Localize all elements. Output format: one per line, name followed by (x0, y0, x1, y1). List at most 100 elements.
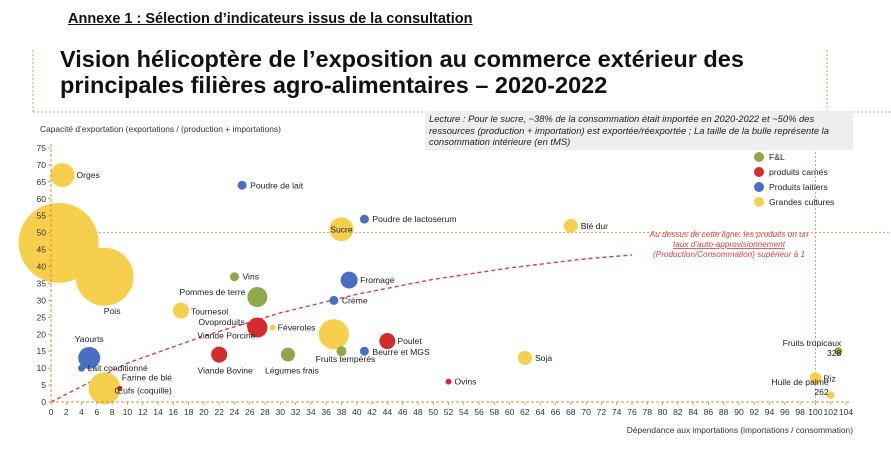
bubble-vins (229, 272, 239, 282)
x-tick-label: 84 (688, 407, 698, 417)
trend-layer: Au dessus de cette ligne, les produits o… (50, 230, 809, 403)
bubble-orges (50, 163, 75, 188)
point-label: Ovoproduits (198, 317, 244, 327)
point-label: Viande Bovine (198, 366, 253, 376)
x-tick-label: 44 (383, 407, 393, 417)
y-tick-label: 35 (36, 278, 46, 288)
x-tick-label: 88 (719, 407, 729, 417)
bubbles (18, 163, 843, 405)
y-tick-label: 70 (36, 160, 46, 170)
bubble-soja (517, 350, 532, 365)
x-tick-label: 92 (749, 407, 759, 417)
x-tick-label: 28 (260, 407, 270, 417)
y-tick-label: 40 (36, 262, 46, 272)
bubble-lait-conditionn- (78, 364, 86, 372)
bubble-viande-porcine (247, 317, 268, 338)
reading-note: Lecture : Pour le sucre, ~38% de la cons… (425, 111, 853, 150)
gridlines (51, 112, 891, 402)
bubble-cr-me (329, 295, 339, 305)
point-label: Œufs (coquille) (115, 385, 172, 395)
bubble-beurre-et-mgs (359, 346, 369, 356)
x-tick-label: 90 (734, 407, 744, 417)
point-label: Ovins (455, 377, 477, 387)
x-tick-label: 32 (291, 407, 301, 417)
x-tick-label: 74 (612, 407, 622, 417)
x-tick-label: 76 (627, 407, 637, 417)
legend-swatch-crops (754, 197, 764, 207)
point-label: Poulet (397, 336, 422, 346)
legend-swatch-meat (754, 167, 764, 177)
bubble-pois (107, 292, 117, 302)
x-tick-label: 46 (398, 407, 408, 417)
point-label: Farine de blé (122, 372, 172, 382)
x-tick-label: 38 (337, 407, 347, 417)
annex-title: Annexe 1 : Sélection d’indicateurs issus… (68, 11, 473, 27)
x-tick-label: 16 (169, 407, 179, 417)
bubble-tournesol (172, 302, 189, 319)
point-label: Lait conditionné (88, 363, 148, 373)
legend-swatch-dairy (754, 182, 764, 192)
y-tick-label: 75 (36, 143, 46, 153)
x-tick-label: 52 (444, 407, 454, 417)
x-tick-label: 4 (79, 407, 84, 417)
point-label: Féveroles (278, 322, 316, 332)
bubble-poudre-de-lait (237, 180, 247, 190)
bubble-fruits-tropicaux (834, 347, 843, 356)
x-tick-label: 14 (153, 407, 163, 417)
x-tick-label: 96 (780, 407, 790, 417)
bubble-unlabeled (318, 319, 349, 350)
x-tick-label: 6 (94, 407, 99, 417)
bubble-riz (809, 372, 822, 385)
x-tick-label: 24 (230, 407, 240, 417)
y-tick-label: 60 (36, 194, 46, 204)
x-tick-label: 8 (110, 407, 115, 417)
legend-label-dairy: Produits laitiers (769, 182, 828, 192)
y-tick-label: 55 (36, 211, 46, 221)
legend-label-meat: produits carnés (769, 167, 828, 177)
x-tick-label: 20 (199, 407, 209, 417)
x-tick-label: 54 (459, 407, 469, 417)
x-tick-label: 58 (490, 407, 500, 417)
y-axis-label: Capacité d’exportation (exportations / (… (40, 124, 281, 134)
y-tick-label: 45 (36, 245, 46, 255)
x-tick-label: 64 (535, 407, 545, 417)
point-label: Yaourts (75, 334, 104, 344)
x-tick-label: 2 (64, 407, 69, 417)
x-tick-label: 102 (824, 407, 839, 417)
bubble-l-gumes-frais (280, 347, 295, 362)
x-tick-label: 40 (352, 407, 362, 417)
y-tick-label: 25 (36, 312, 46, 322)
point-label: Soja (535, 353, 552, 363)
x-tick-label: 18 (184, 407, 194, 417)
x-tick-label: 10 (123, 407, 133, 417)
point-label: Poudre de lactoserum (372, 214, 456, 224)
point-label: Sucre (330, 224, 353, 234)
x-tick-label: 104 (839, 407, 854, 417)
x-tick-label: 36 (321, 407, 331, 417)
x-tick-label: 50 (428, 407, 438, 417)
x-tick-label: 94 (765, 407, 775, 417)
y-tick-label: 5 (41, 380, 46, 390)
x-tick-label: 12 (138, 407, 148, 417)
point-label: Fruits tropicaux 328 (783, 338, 842, 358)
bubble-poulet (379, 333, 396, 350)
bubble-fromage (340, 271, 358, 289)
x-axis-label: Dépendance aux importations (importation… (627, 425, 853, 435)
x-tick-label: 98 (795, 407, 805, 417)
point-label: Riz (823, 373, 835, 383)
x-tick-label: 34 (306, 407, 316, 417)
bubble-f-veroles (269, 324, 276, 331)
x-tick-label: 100 (808, 407, 823, 417)
x-tick-label: 66 (551, 407, 561, 417)
trend-line (50, 254, 633, 403)
legend-label-fl: F&L (769, 152, 785, 162)
bubble--ufs-coquille- (88, 372, 121, 405)
bubble-fruits-temp-r-s (336, 346, 347, 357)
point-label: Orges (76, 170, 99, 180)
point-label: Vins (242, 272, 259, 282)
y-tick-label: 65 (36, 177, 46, 187)
bubble-yaourts (78, 346, 101, 369)
point-labels: Orges Poudre de lait Poudre de lactoserum S… (75, 170, 842, 397)
